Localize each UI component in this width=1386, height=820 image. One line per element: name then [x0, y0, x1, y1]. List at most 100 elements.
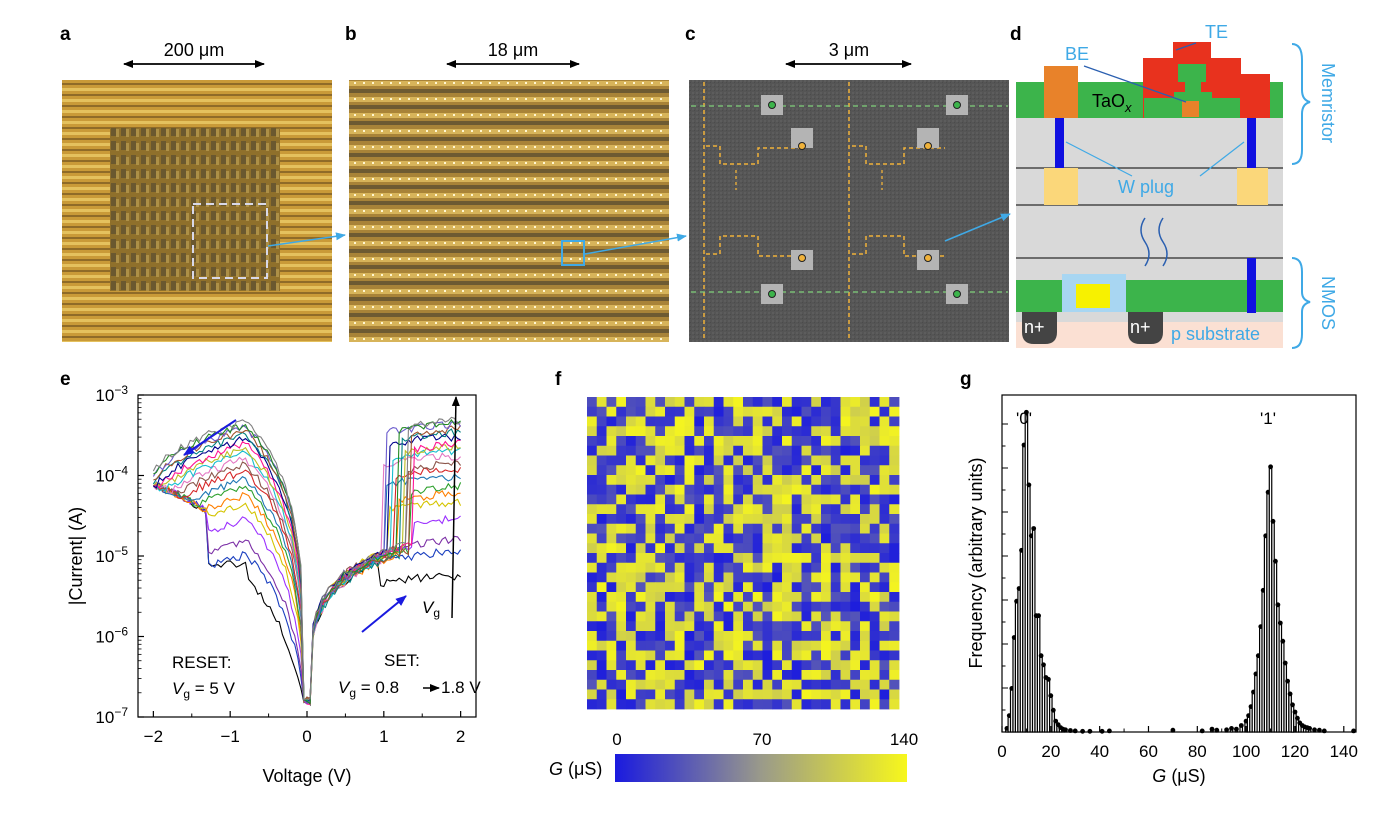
heatmap-cell	[811, 592, 822, 603]
heatmap-cell	[645, 397, 656, 408]
heatmap-cell	[694, 689, 705, 700]
heatmap-cell	[821, 436, 832, 447]
heatmap-cell	[596, 601, 607, 612]
heatmap-cell	[801, 592, 812, 603]
heatmap-cell	[626, 465, 637, 476]
heatmap-cell	[791, 436, 802, 447]
heatmap-cell	[801, 572, 812, 583]
heatmap-cell	[635, 572, 646, 583]
heatmap-cell	[821, 650, 832, 661]
heatmap-cell	[850, 679, 861, 690]
heatmap-cell	[587, 416, 598, 427]
heatmap-cell	[616, 640, 627, 651]
heatmap-cell	[889, 679, 900, 690]
heatmap-cell	[840, 621, 851, 632]
heatmap-cell	[616, 533, 627, 544]
label-n-plus-left: n+	[1024, 317, 1045, 337]
heatmap-cell	[879, 475, 890, 486]
heatmap-cell	[684, 455, 695, 466]
heatmap-cell	[674, 660, 685, 671]
heatmap-cell	[733, 553, 744, 564]
heatmap-cell	[879, 543, 890, 554]
heatmap-cell	[860, 631, 871, 642]
heatmap-cell	[791, 533, 802, 544]
reset-direction-arrow	[183, 419, 237, 456]
heatmap-cell	[626, 582, 637, 593]
heatmap-cell	[596, 582, 607, 593]
heatmap-cell	[655, 679, 666, 690]
heatmap-cell	[772, 445, 783, 456]
heatmap-cell	[782, 601, 793, 612]
heatmap-cell	[801, 475, 812, 486]
heatmap-cell	[645, 455, 656, 466]
heatmap-cell	[713, 689, 724, 700]
heatmap-cell	[762, 592, 773, 603]
heatmap-cell	[879, 572, 890, 583]
heatmap-cell	[791, 553, 802, 564]
heatmap-cell	[811, 445, 822, 456]
heatmap-cell	[645, 533, 656, 544]
heatmap-cell	[596, 406, 607, 417]
heatmap-cell	[665, 592, 676, 603]
heatmap-cell	[684, 494, 695, 505]
heatmap-cell	[869, 640, 880, 651]
heatmap-cell	[626, 445, 637, 456]
heatmap-cell	[713, 494, 724, 505]
heatmap-cell	[626, 640, 637, 651]
heatmap-cell	[752, 611, 763, 622]
heatmap-cell	[762, 611, 773, 622]
heatmap-cell	[869, 553, 880, 564]
heatmap-cell	[645, 699, 656, 710]
heatmap-cell	[830, 475, 841, 486]
heatmap-cell	[752, 679, 763, 690]
heatmap-cell	[850, 426, 861, 437]
heatmap-cell	[811, 523, 822, 534]
heatmap-cell	[782, 660, 793, 671]
heatmap-cell	[782, 582, 793, 593]
heatmap-cell	[606, 426, 617, 437]
heatmap-cell	[733, 572, 744, 583]
heatmap-cell	[850, 484, 861, 495]
heatmap-cell	[674, 670, 685, 681]
histogram-point	[1351, 728, 1356, 734]
g-xtick-label: 0	[997, 742, 1006, 761]
heatmap-cell	[665, 621, 676, 632]
heatmap-cell	[830, 631, 841, 642]
heatmap-cell	[723, 475, 734, 486]
heatmap-cell	[830, 553, 841, 564]
panel-label-f: f	[555, 369, 562, 390]
heatmap-cell	[869, 543, 880, 554]
heatmap-cell	[869, 621, 880, 632]
heatmap-cell	[645, 631, 656, 642]
heatmap-cell	[840, 426, 851, 437]
heatmap-cell	[606, 699, 617, 710]
heatmap-cell	[869, 475, 880, 486]
heatmap-cell	[616, 660, 627, 671]
iv-curve-19	[152, 416, 461, 700]
heatmap-cell	[684, 611, 695, 622]
heatmap-cell	[879, 699, 890, 710]
heatmap-cell	[635, 699, 646, 710]
heatmap-cell	[782, 406, 793, 417]
heatmap-cell	[606, 553, 617, 564]
heatmap-cell	[635, 670, 646, 681]
heatmap-cell	[626, 601, 637, 612]
histogram-point	[1031, 526, 1037, 531]
heatmap-cell	[752, 631, 763, 642]
heatmap-cell	[850, 553, 861, 564]
heatmap-cell	[811, 640, 822, 651]
heatmap-cell	[674, 592, 685, 603]
colorbar-tick-140: 140	[890, 730, 918, 749]
heatmap-cell	[606, 484, 617, 495]
heatmap-cell	[723, 416, 734, 427]
heatmap-cell	[743, 436, 754, 447]
heatmap-cell	[772, 406, 783, 417]
histogram-point	[1038, 653, 1044, 659]
heatmap-cell	[704, 631, 715, 642]
histogram-point	[1280, 638, 1286, 644]
heatmap-cell	[704, 465, 715, 476]
heatmap-cell	[713, 543, 724, 554]
heatmap-cell	[674, 679, 685, 690]
set-label: SET:	[384, 651, 420, 670]
g-xtick-label: 40	[1090, 742, 1109, 761]
